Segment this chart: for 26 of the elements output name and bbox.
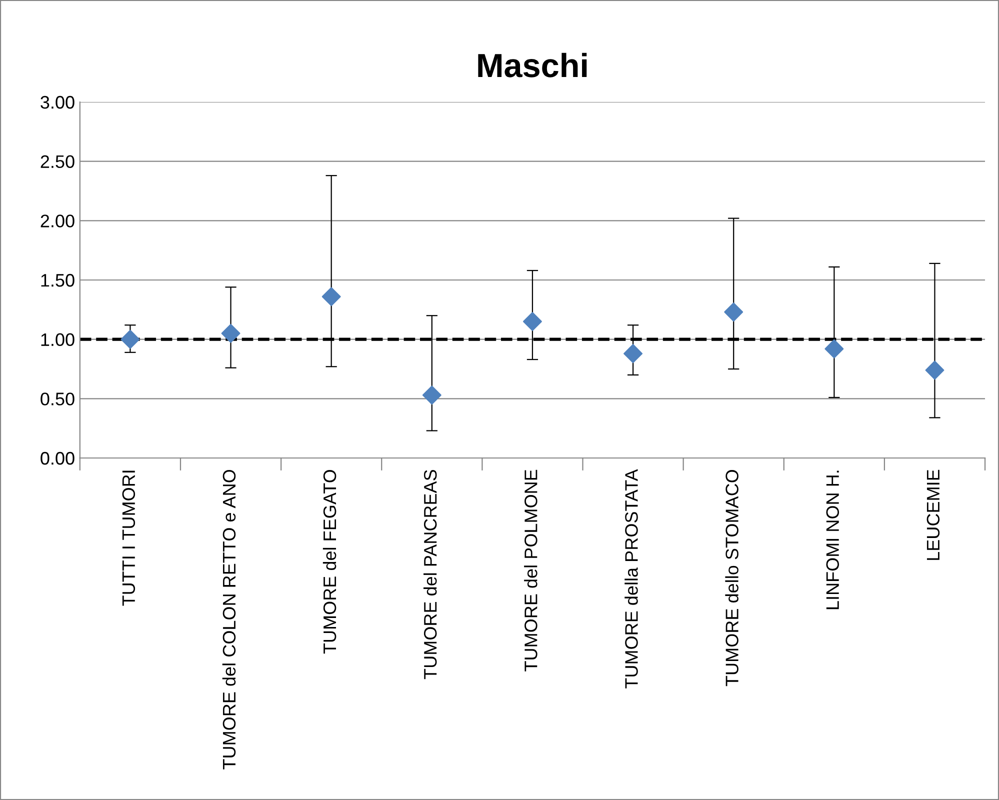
x-tick-label: TUTTI I TUMORI — [122, 470, 136, 606]
y-tick-label: 3.00 — [40, 96, 74, 109]
point — [925, 360, 944, 380]
point — [624, 344, 643, 364]
point — [724, 302, 744, 322]
point — [422, 386, 442, 405]
y-tick-label: 1.00 — [41, 333, 74, 346]
x-tick-label: TUMORE del COLON RETTO e ANO — [222, 470, 236, 770]
y-tick-label: 0.00 — [40, 452, 74, 465]
point — [322, 287, 341, 306]
point — [824, 339, 844, 358]
point — [522, 312, 542, 332]
x-tick-label: TUMORE della PROSTATA — [624, 469, 638, 688]
y-tick-label: 0.50 — [40, 392, 74, 406]
point — [120, 330, 140, 349]
y-tick-label: 1.50 — [41, 274, 74, 287]
x-tick-label: TUMORE dello STOMACO — [725, 470, 738, 686]
point — [221, 324, 240, 343]
x-tick-label: TUMORE del FEGATO — [322, 470, 336, 654]
x-tick-label: TUMORE del PANCREAS — [423, 470, 437, 680]
x-tick-label: LINFOMI NON H. — [826, 470, 840, 610]
y-tick-label: 2.50 — [40, 155, 74, 168]
x-tick-label: LEUCEMIE — [926, 470, 940, 560]
y-tick-label: 2.00 — [40, 214, 74, 228]
chart-title: Maschi — [478, 52, 587, 78]
x-tick-label: TUMORE del POLMONE — [524, 470, 538, 672]
